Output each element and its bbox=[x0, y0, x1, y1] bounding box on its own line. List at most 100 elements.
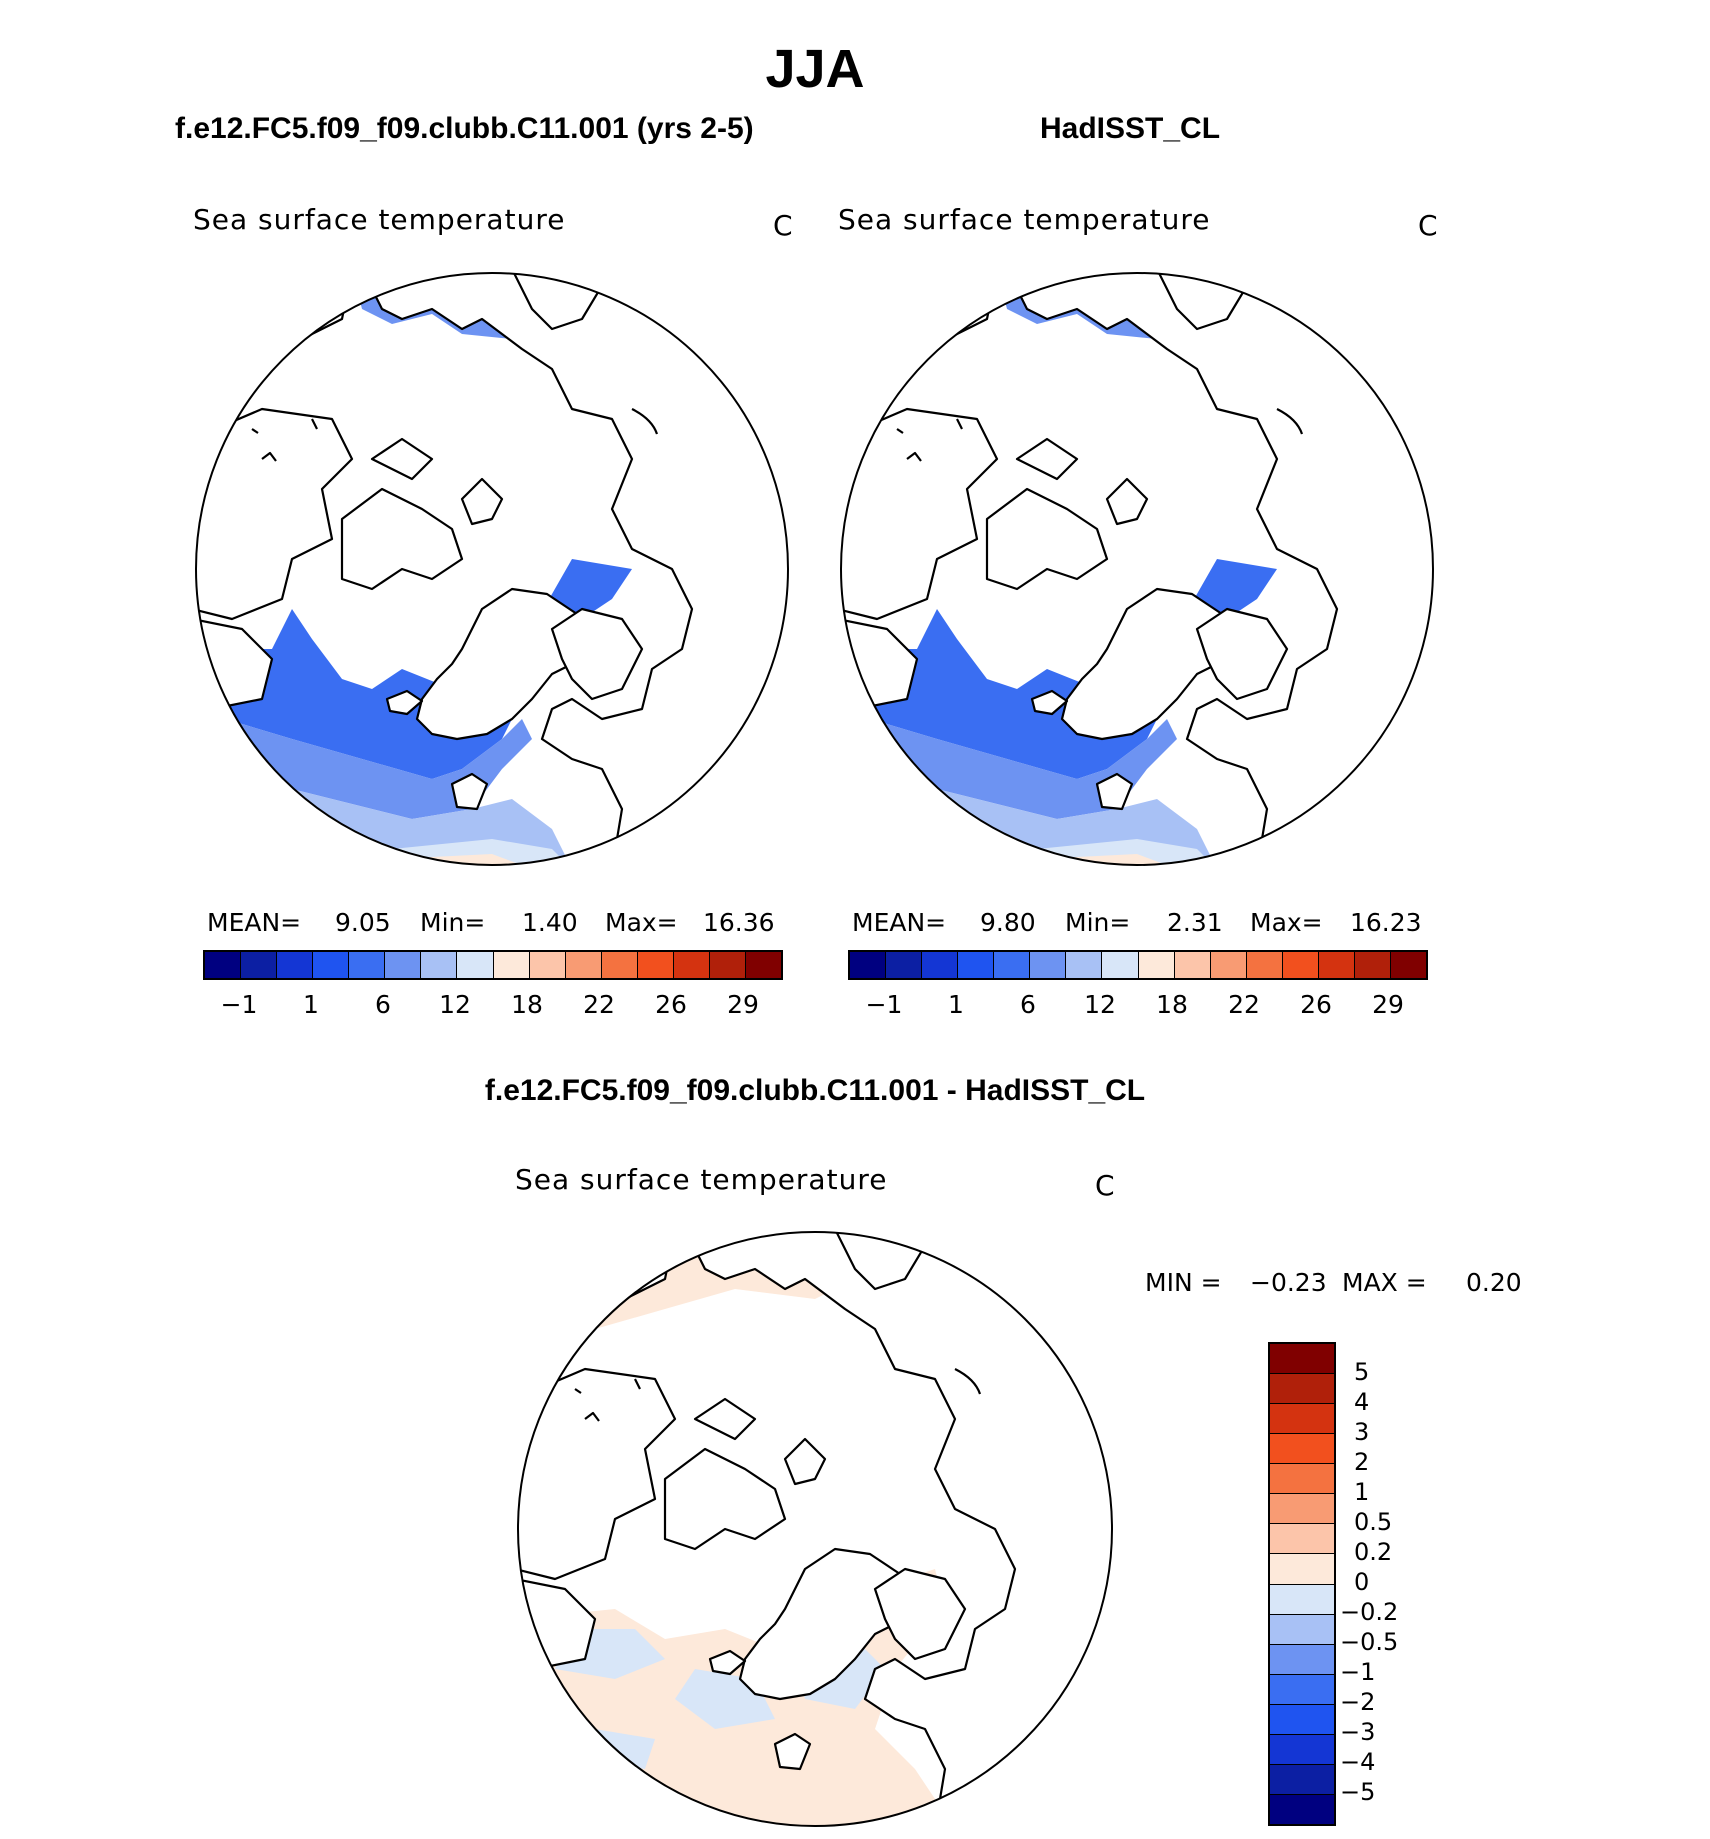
right-colorbar bbox=[848, 950, 1428, 980]
left-panel-header: f.e12.FC5.f09_f09.clubb.C11.001 (yrs 2-5… bbox=[175, 112, 754, 145]
right-mean-label: MEAN= bbox=[852, 908, 947, 937]
diff-colorbar-tick-label: 4 bbox=[1354, 1388, 1370, 1416]
diff-colorbar-swatch bbox=[1270, 1614, 1334, 1645]
diff-colorbar-tick-label: −2 bbox=[1340, 1688, 1376, 1716]
left-colorbar-swatch bbox=[385, 952, 422, 978]
right-colorbar-swatch bbox=[1318, 952, 1355, 978]
right-panel-header: HadISST_CL bbox=[1040, 112, 1221, 145]
diff-colorbar-swatch bbox=[1270, 1644, 1334, 1675]
diff-units-label: C bbox=[1095, 1169, 1116, 1202]
diff-colorbar-swatch bbox=[1270, 1734, 1334, 1765]
left-min-value: 1.40 bbox=[522, 908, 578, 937]
right-max-value: 16.23 bbox=[1350, 908, 1422, 937]
right-colorbar-swatch bbox=[886, 952, 923, 978]
right-units-label: C bbox=[1418, 209, 1439, 242]
left-colorbar-swatch bbox=[493, 952, 530, 978]
right-mean-value: 9.80 bbox=[980, 908, 1036, 937]
diff-colorbar-swatch bbox=[1270, 1674, 1334, 1705]
diff-colorbar-swatch bbox=[1270, 1464, 1334, 1495]
right-colorbar-swatch bbox=[1066, 952, 1103, 978]
diff-colorbar-swatch bbox=[1270, 1404, 1334, 1435]
right-colorbar-tick-label: −1 bbox=[865, 990, 903, 1019]
right-colorbar-tick-label: 29 bbox=[1372, 990, 1404, 1019]
left-colorbar-swatch bbox=[565, 952, 602, 978]
diff-colorbar-tick-label: 0 bbox=[1354, 1568, 1370, 1596]
diff-colorbar-swatch bbox=[1270, 1374, 1334, 1405]
diff-colorbar-tick-label: 5 bbox=[1354, 1358, 1370, 1386]
right-colorbar-swatch bbox=[922, 952, 959, 978]
diff-colorbar bbox=[1268, 1342, 1336, 1826]
left-colorbar-swatch bbox=[349, 952, 386, 978]
diff-colorbar-swatch bbox=[1270, 1524, 1334, 1555]
left-variable-label: Sea surface temperature bbox=[193, 203, 566, 236]
diff-colorbar-tick-label: −3 bbox=[1340, 1718, 1376, 1746]
left-colorbar-swatch bbox=[745, 952, 781, 978]
diff-colorbar-swatch bbox=[1270, 1794, 1334, 1824]
right-map-boundary bbox=[840, 272, 1434, 866]
left-colorbar-swatch bbox=[241, 952, 278, 978]
right-colorbar-swatch bbox=[1282, 952, 1319, 978]
left-colorbar-swatch bbox=[421, 952, 458, 978]
left-colorbar-tick-label: −1 bbox=[220, 990, 258, 1019]
right-colorbar-swatch bbox=[958, 952, 995, 978]
diff-colorbar-ticks: 5 4 3 2 1 0.5 0.2 0 −0.2 −0.5 −1 −2 −3 −4 −5 bbox=[1340, 1342, 1460, 1826]
diff-max-label: MAX = bbox=[1342, 1268, 1427, 1297]
left-mean-label: MEAN= bbox=[207, 908, 302, 937]
right-colorbar-swatch bbox=[1174, 952, 1211, 978]
left-colorbar-swatch bbox=[529, 952, 566, 978]
right-colorbar-swatch bbox=[1246, 952, 1283, 978]
diff-colorbar-swatch bbox=[1270, 1494, 1334, 1525]
right-colorbar-swatch bbox=[850, 952, 887, 978]
right-min-label: Min= bbox=[1065, 908, 1131, 937]
diff-colorbar-tick-label: 1 bbox=[1354, 1478, 1370, 1506]
left-colorbar-tick-label: 18 bbox=[511, 990, 543, 1019]
diff-colorbar-swatch bbox=[1270, 1764, 1334, 1795]
right-colorbar-swatch bbox=[1210, 952, 1247, 978]
diff-colorbar-swatch bbox=[1270, 1554, 1334, 1585]
left-colorbar-swatch bbox=[637, 952, 674, 978]
diff-panel-header: f.e12.FC5.f09_f09.clubb.C11.001 - HadISS… bbox=[484, 1074, 1146, 1107]
diff-colorbar-tick-label: 2 bbox=[1354, 1448, 1370, 1476]
left-colorbar-swatch bbox=[601, 952, 638, 978]
left-colorbar-swatch bbox=[457, 952, 494, 978]
diff-colorbar-tick-label: −0.5 bbox=[1340, 1628, 1399, 1656]
right-colorbar-tick-label: 22 bbox=[1228, 990, 1260, 1019]
diff-colorbar-tick-label: −0.2 bbox=[1340, 1598, 1399, 1626]
left-mean-value: 9.05 bbox=[335, 908, 391, 937]
left-colorbar-swatch bbox=[709, 952, 746, 978]
left-colorbar-tick-label: 26 bbox=[655, 990, 687, 1019]
right-colorbar-tick-label: 1 bbox=[948, 990, 964, 1019]
left-colorbar-tick-label: 29 bbox=[727, 990, 759, 1019]
left-colorbar-swatch bbox=[205, 952, 242, 978]
right-colorbar-swatch bbox=[1390, 952, 1426, 978]
right-colorbar-tick-label: 18 bbox=[1156, 990, 1188, 1019]
right-max-label: Max= bbox=[1250, 908, 1323, 937]
left-max-value: 16.36 bbox=[703, 908, 775, 937]
right-colorbar-tick-label: 6 bbox=[1020, 990, 1036, 1019]
diff-map-boundary bbox=[517, 1231, 1113, 1827]
diff-colorbar-swatch bbox=[1270, 1704, 1334, 1735]
right-variable-label: Sea surface temperature bbox=[838, 203, 1211, 236]
diff-colorbar-tick-label: −5 bbox=[1340, 1778, 1376, 1806]
left-colorbar-tick-label: 22 bbox=[583, 990, 615, 1019]
right-colorbar-swatch bbox=[1030, 952, 1067, 978]
diff-colorbar-tick-label: −1 bbox=[1340, 1658, 1376, 1686]
left-colorbar-swatch bbox=[277, 952, 314, 978]
right-colorbar-swatch bbox=[1138, 952, 1175, 978]
diff-colorbar-tick-label: −4 bbox=[1340, 1748, 1376, 1776]
diff-colorbar-tick-label: 0.5 bbox=[1354, 1508, 1393, 1536]
right-colorbar-swatch bbox=[1102, 952, 1139, 978]
diff-max-value: 0.20 bbox=[1466, 1268, 1522, 1297]
left-colorbar-swatch bbox=[313, 952, 350, 978]
left-colorbar-ticks: −1 1 6 12 18 22 26 29 bbox=[203, 990, 783, 1024]
diff-variable-label: Sea surface temperature bbox=[515, 1163, 888, 1196]
left-units-label: C bbox=[773, 209, 794, 242]
page-title: JJA bbox=[765, 39, 865, 99]
right-colorbar-tick-label: 12 bbox=[1084, 990, 1116, 1019]
right-colorbar-swatch bbox=[1354, 952, 1391, 978]
diff-min-label: MIN = bbox=[1145, 1268, 1222, 1297]
left-colorbar-tick-label: 1 bbox=[303, 990, 319, 1019]
diff-colorbar-tick-label: 3 bbox=[1354, 1418, 1370, 1446]
diff-colorbar-swatch bbox=[1270, 1344, 1334, 1375]
